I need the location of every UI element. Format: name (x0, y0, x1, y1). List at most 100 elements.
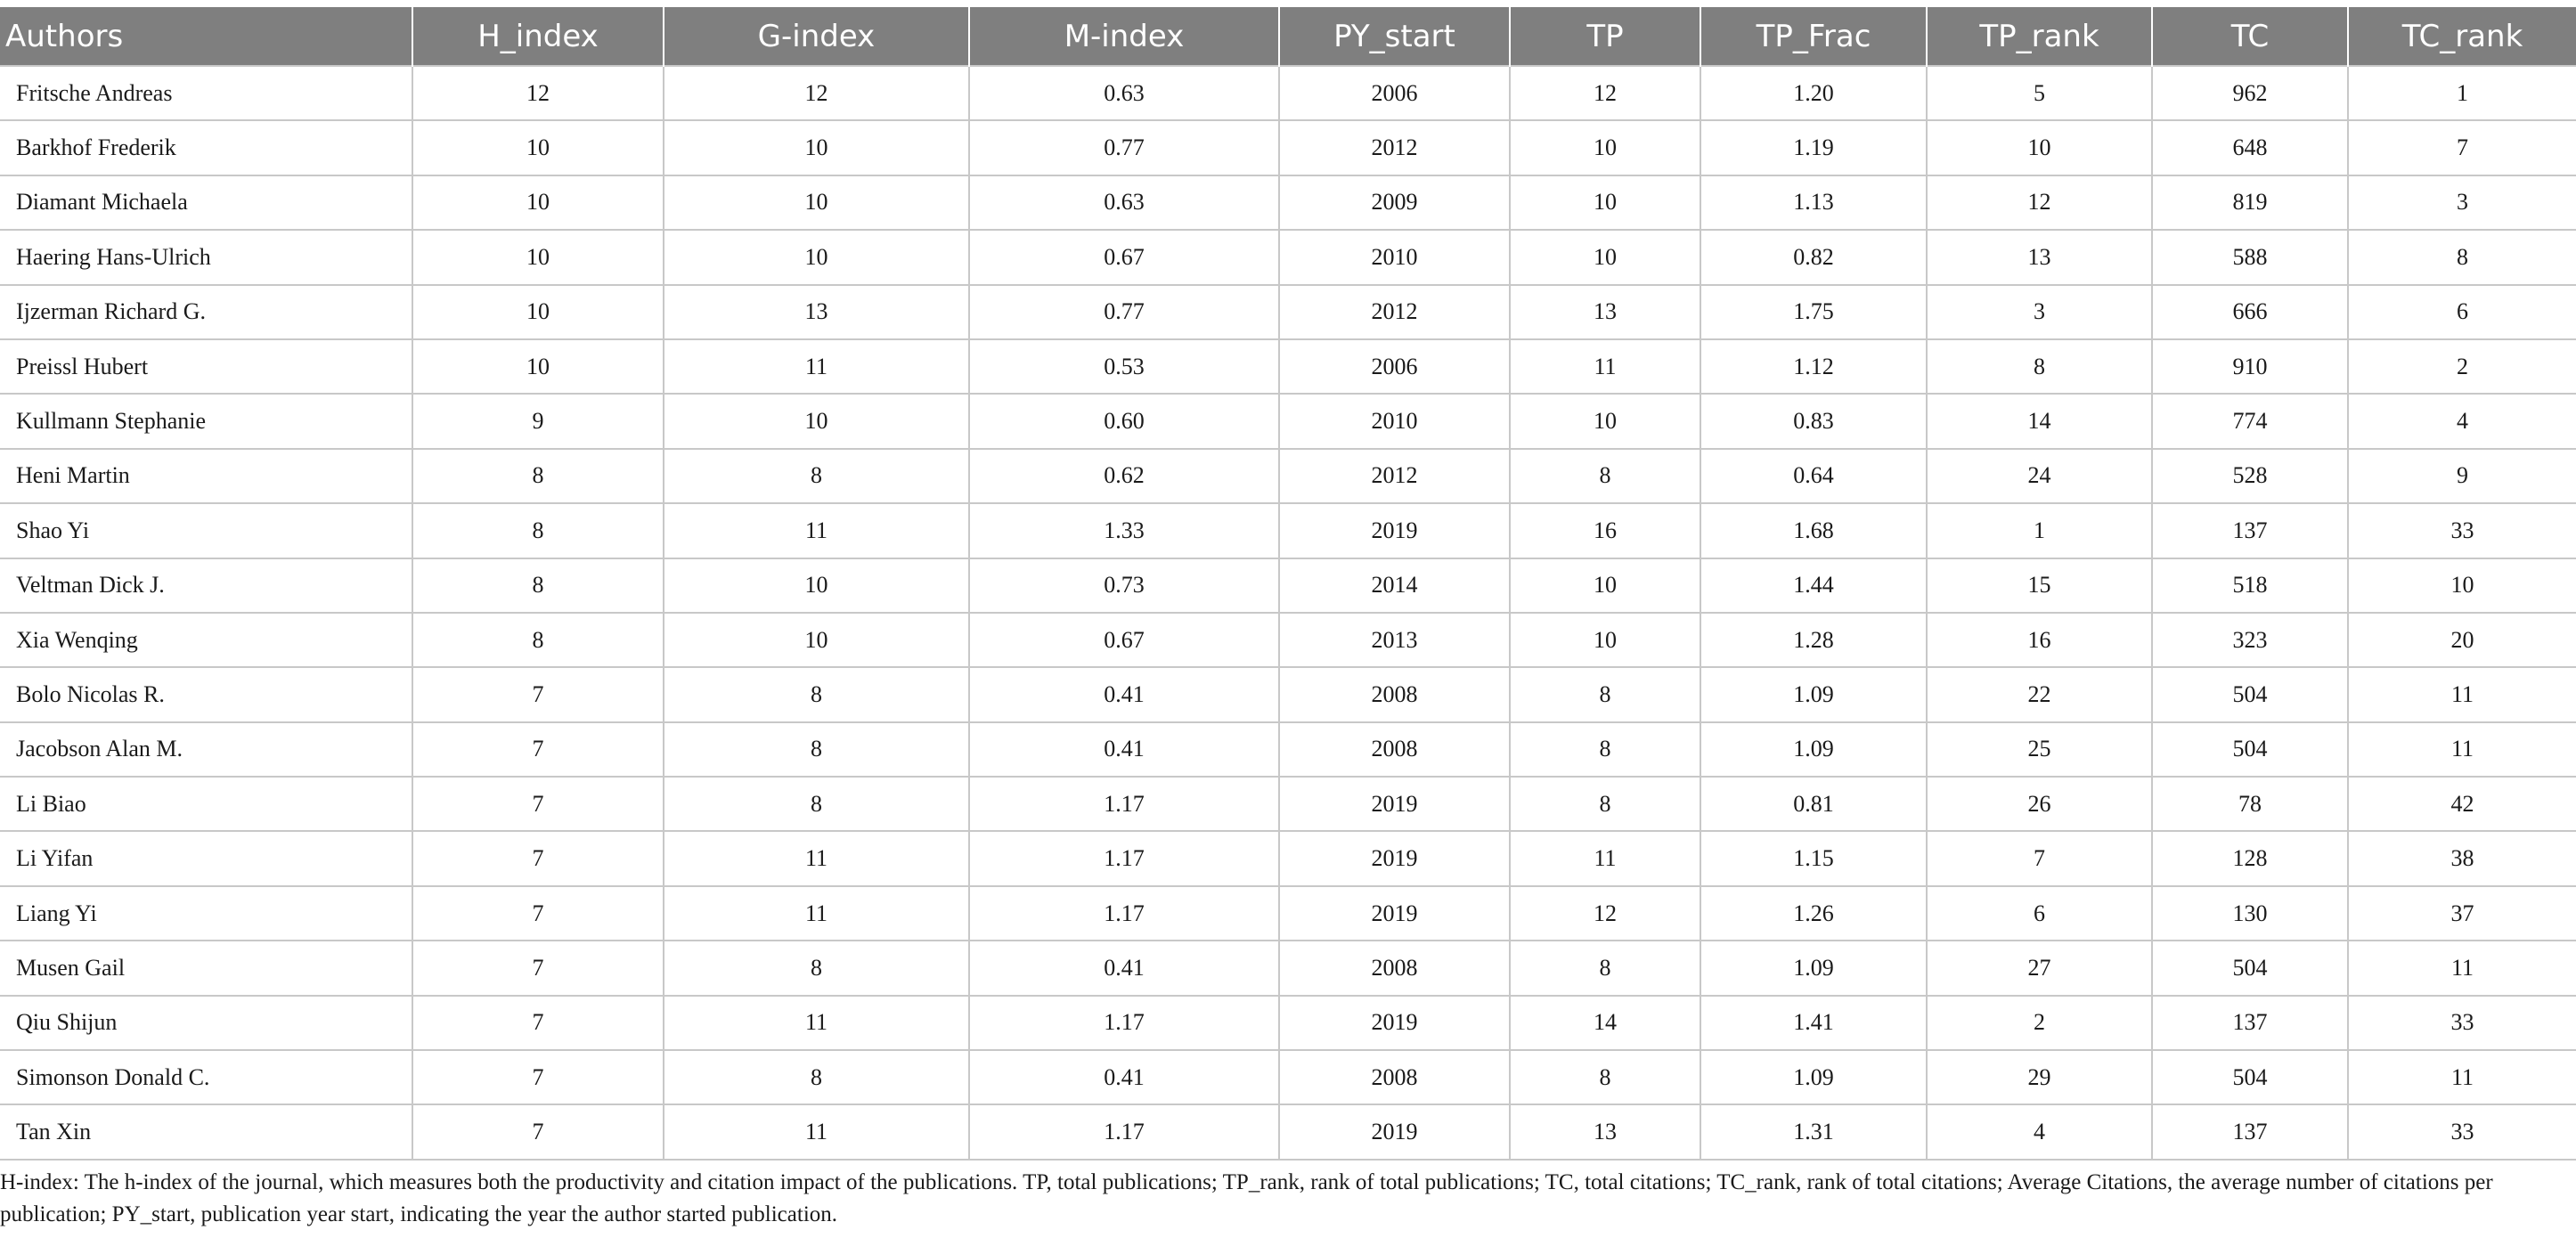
cell-py-start: 2013 (1278, 611, 1511, 669)
cell-tc: 588 (2151, 229, 2349, 286)
cell-author-name: Li Yifan (0, 830, 413, 887)
cell-tp: 8 (1509, 447, 1701, 505)
cell-tp-rank: 13 (1926, 229, 2153, 286)
cell-g-index: 10 (663, 229, 970, 286)
table-body: Fritsche Andreas 12 12 0.63 2006 12 1.20 5 962 1 B… (0, 64, 2576, 1161)
cell-tp-frac: 1.19 (1700, 119, 1928, 176)
cell-tp-rank: 4 (1926, 1104, 2153, 1161)
cell-py-start: 2019 (1278, 830, 1511, 887)
cell-tp-frac: 1.31 (1700, 1104, 1928, 1161)
table-row: Jacobson Alan M. 7 8 0.41 2008 8 1.09 25 504 11 (0, 721, 2576, 778)
cell-py-start: 2019 (1278, 502, 1511, 559)
cell-h-index: 8 (412, 557, 664, 614)
cell-g-index: 10 (663, 174, 970, 232)
cell-py-start: 2012 (1278, 119, 1511, 176)
author-metrics-table-container: Authors H_index G-index M-index PY_start… (0, 7, 2576, 1161)
table-row: Li Biao 7 8 1.17 2019 8 0.81 26 78 42 (0, 776, 2576, 833)
cell-tc-rank: 37 (2347, 884, 2576, 942)
cell-tp: 10 (1509, 557, 1701, 614)
column-header-g-index: G-index (664, 7, 970, 66)
cell-tp: 11 (1509, 830, 1701, 887)
cell-author-name: Bolo Nicolas R. (0, 666, 413, 723)
table-row: Barkhof Frederik 10 10 0.77 2012 10 1.19 10 648 7 (0, 119, 2576, 176)
cell-tc-rank: 8 (2347, 229, 2576, 286)
cell-tc: 666 (2151, 283, 2349, 340)
cell-tp-rank: 3 (1926, 283, 2153, 340)
cell-tp-rank: 6 (1926, 884, 2153, 942)
cell-tp: 10 (1509, 393, 1701, 450)
cell-tp: 8 (1509, 776, 1701, 833)
cell-tp-rank: 29 (1926, 1049, 2153, 1106)
cell-h-index: 7 (412, 721, 664, 778)
cell-author-name: Diamant Michaela (0, 174, 413, 232)
cell-tc: 323 (2151, 611, 2349, 669)
cell-author-name: Liang Yi (0, 884, 413, 942)
cell-tc: 504 (2151, 940, 2349, 997)
cell-m-index: 0.41 (968, 666, 1280, 723)
cell-m-index: 1.17 (968, 994, 1280, 1052)
cell-tp-rank: 8 (1926, 338, 2153, 395)
column-header-tp: TP (1510, 7, 1701, 66)
table-header: Authors H_index G-index M-index PY_start… (0, 7, 2576, 66)
cell-tc-rank: 11 (2347, 940, 2576, 997)
cell-tp: 8 (1509, 940, 1701, 997)
cell-tp: 10 (1509, 174, 1701, 232)
cell-py-start: 2008 (1278, 1049, 1511, 1106)
cell-tp-frac: 1.09 (1700, 666, 1928, 723)
cell-tp-rank: 10 (1926, 119, 2153, 176)
cell-tp-rank: 27 (1926, 940, 2153, 997)
cell-tp-frac: 1.15 (1700, 830, 1928, 887)
cell-py-start: 2008 (1278, 721, 1511, 778)
cell-tc: 518 (2151, 557, 2349, 614)
cell-h-index: 10 (412, 119, 664, 176)
cell-tp-frac: 1.75 (1700, 283, 1928, 340)
cell-tp: 11 (1509, 338, 1701, 395)
cell-m-index: 0.67 (968, 611, 1280, 669)
cell-tp: 12 (1509, 64, 1701, 122)
cell-py-start: 2019 (1278, 884, 1511, 942)
cell-tc: 528 (2151, 447, 2349, 505)
cell-m-index: 0.67 (968, 229, 1280, 286)
table-row: Bolo Nicolas R. 7 8 0.41 2008 8 1.09 22 504 11 (0, 666, 2576, 723)
column-header-tp-rank: TP_rank (1927, 7, 2153, 66)
cell-tc-rank: 11 (2347, 666, 2576, 723)
table-row: Simonson Donald C. 7 8 0.41 2008 8 1.09 29 504 11 (0, 1049, 2576, 1106)
cell-tp-frac: 1.44 (1700, 557, 1928, 614)
cell-author-name: Simonson Donald C. (0, 1049, 413, 1106)
cell-py-start: 2008 (1278, 940, 1511, 997)
cell-tc-rank: 4 (2347, 393, 2576, 450)
cell-m-index: 0.41 (968, 1049, 1280, 1106)
cell-author-name: Musen Gail (0, 940, 413, 997)
cell-tc-rank: 6 (2347, 283, 2576, 340)
cell-m-index: 1.17 (968, 830, 1280, 887)
column-header-py-start: PY_start (1279, 7, 1511, 66)
cell-author-name: Haering Hans-Ulrich (0, 229, 413, 286)
cell-author-name: Tan Xin (0, 1104, 413, 1161)
cell-g-index: 11 (663, 502, 970, 559)
cell-tp-frac: 1.09 (1700, 940, 1928, 997)
cell-g-index: 10 (663, 119, 970, 176)
cell-tp-rank: 1 (1926, 502, 2153, 559)
table-row: Veltman Dick J. 8 10 0.73 2014 10 1.44 15 518 10 (0, 557, 2576, 614)
cell-m-index: 0.41 (968, 940, 1280, 997)
cell-author-name: Xia Wenqing (0, 611, 413, 669)
cell-tp-rank: 26 (1926, 776, 2153, 833)
cell-tc-rank: 38 (2347, 830, 2576, 887)
table-row: Liang Yi 7 11 1.17 2019 12 1.26 6 130 37 (0, 884, 2576, 942)
cell-tp: 14 (1509, 994, 1701, 1052)
cell-g-index: 11 (663, 994, 970, 1052)
cell-py-start: 2012 (1278, 447, 1511, 505)
cell-tc-rank: 10 (2347, 557, 2576, 614)
cell-tc: 137 (2151, 502, 2349, 559)
cell-tp-frac: 1.09 (1700, 1049, 1928, 1106)
cell-tp-rank: 14 (1926, 393, 2153, 450)
cell-tc-rank: 7 (2347, 119, 2576, 176)
cell-tp-frac: 1.12 (1700, 338, 1928, 395)
cell-tc-rank: 3 (2347, 174, 2576, 232)
table-row: Kullmann Stephanie 9 10 0.60 2010 10 0.83 14 774… (0, 393, 2576, 450)
cell-g-index: 11 (663, 830, 970, 887)
cell-h-index: 12 (412, 64, 664, 122)
cell-tc: 128 (2151, 830, 2349, 887)
cell-tc: 130 (2151, 884, 2349, 942)
cell-tp-rank: 16 (1926, 611, 2153, 669)
